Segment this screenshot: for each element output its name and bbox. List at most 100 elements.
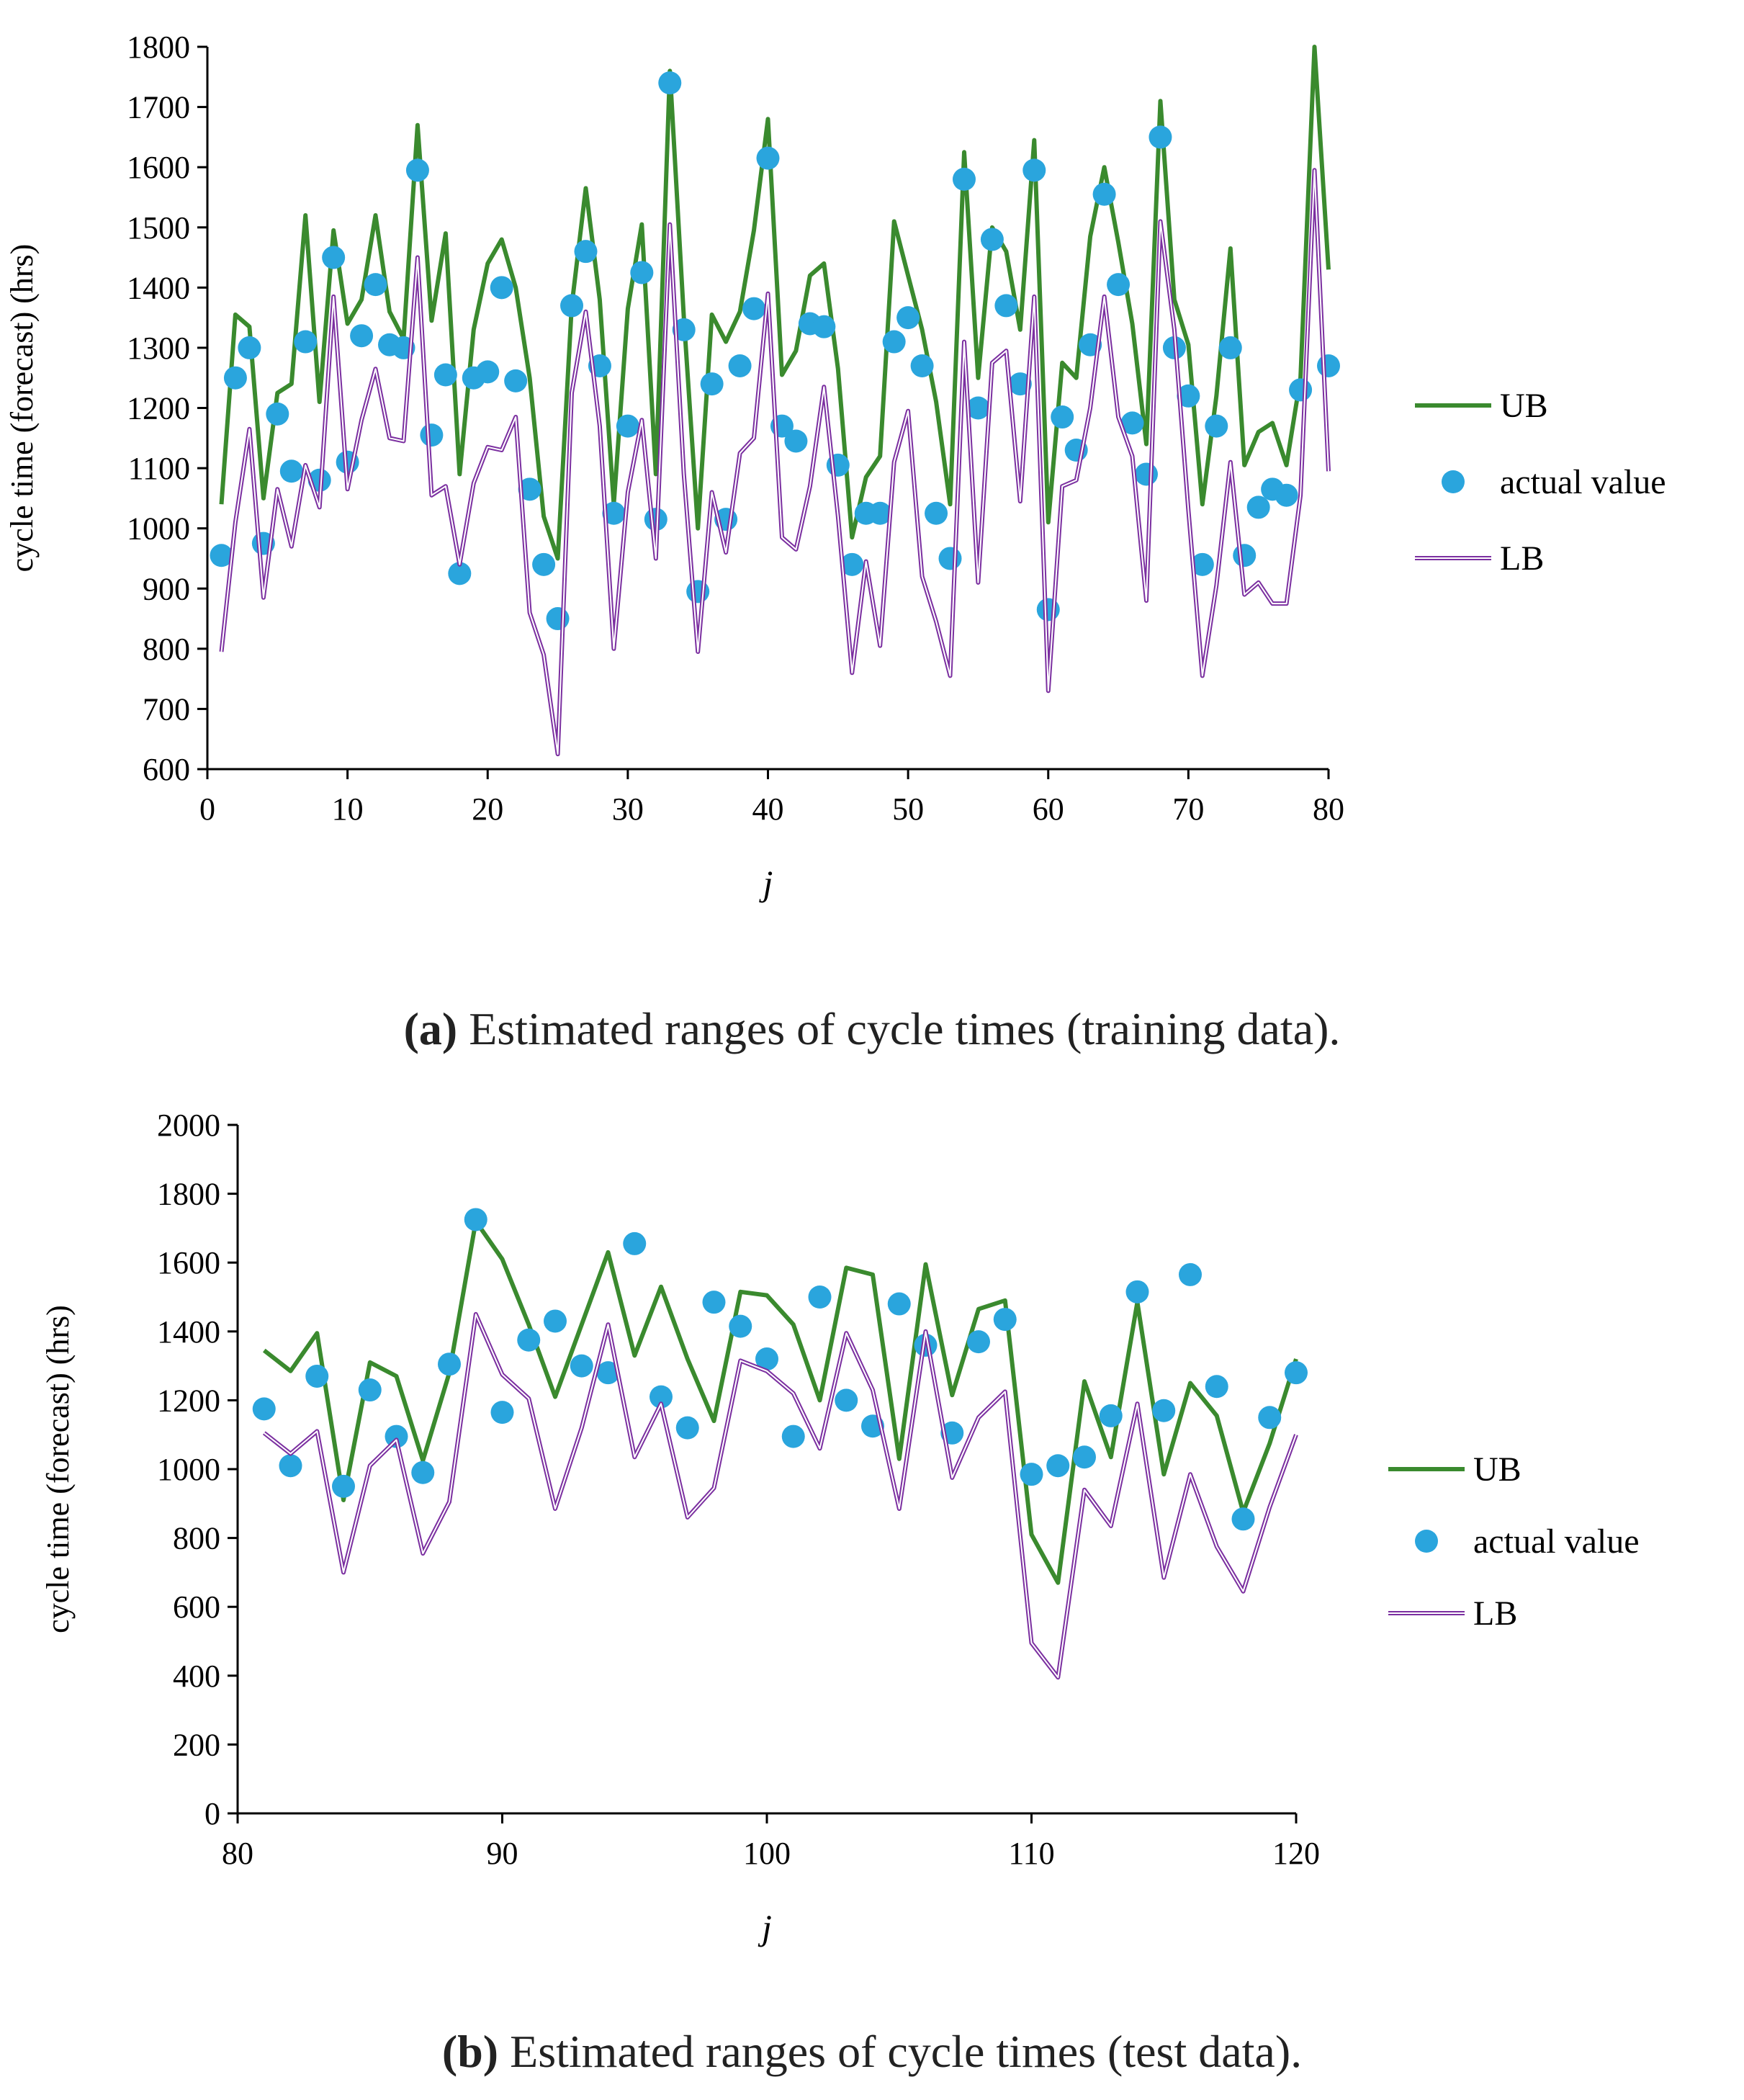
y-tick-label: 600 (173, 1589, 220, 1625)
x-tick-label: 70 (1172, 791, 1204, 827)
data-point-actual-value (980, 228, 1004, 251)
data-point-actual-value (1073, 1445, 1096, 1469)
x-axis-label: j (759, 863, 773, 903)
data-point-actual-value (993, 1308, 1017, 1332)
series-ub-line (262, 1219, 1298, 1585)
y-tick-label: 1400 (157, 1314, 220, 1350)
data-point-actual-value (756, 146, 780, 170)
data-point-actual-value (560, 294, 584, 318)
data-point-actual-value (518, 477, 541, 501)
data-point-actual-value (364, 273, 387, 297)
data-point-actual-value (1285, 1361, 1308, 1385)
y-tick-label: 2000 (157, 1108, 220, 1143)
y-tick-label: 0 (204, 1796, 220, 1831)
data-point-actual-value (966, 396, 990, 420)
data-point-actual-value (1099, 1404, 1123, 1427)
x-tick-label: 20 (472, 791, 503, 827)
y-axis-label: cycle time (forecast) (hrs) (4, 244, 40, 573)
data-point-actual-value (266, 402, 289, 426)
data-point-actual-value (1205, 1375, 1228, 1399)
caption-a-letter: (a) (403, 1003, 458, 1054)
y-axis-label: cycle time (forecast) (hrs) (40, 1305, 76, 1633)
data-point-actual-value (967, 1330, 990, 1354)
series-lb-line (219, 168, 1331, 757)
y-tick-label: 1600 (157, 1245, 220, 1280)
legend-lb-label: LB (1500, 539, 1544, 578)
data-point-actual-value (1020, 1463, 1043, 1486)
data-point-actual-value (504, 369, 528, 392)
x-tick-label: 10 (332, 791, 364, 827)
data-point-actual-value (411, 1460, 435, 1484)
y-tick-label: 1200 (127, 391, 190, 426)
data-point-actual-value (602, 501, 626, 525)
data-point-actual-value (868, 501, 892, 525)
data-point-actual-value (570, 1354, 593, 1378)
y-tick-label: 1100 (128, 451, 190, 486)
data-point-actual-value (385, 1424, 408, 1448)
data-point-actual-value (616, 414, 639, 438)
data-point-actual-value (784, 429, 808, 453)
data-point-actual-value (1317, 354, 1340, 377)
data-point-actual-value (1046, 1454, 1070, 1478)
x-tick-label: 0 (199, 791, 215, 827)
legend-ub-label: UB (1473, 1450, 1521, 1489)
series-lb-line (262, 1311, 1298, 1680)
x-tick-label: 60 (1033, 791, 1064, 827)
lb-inner-stroke (220, 169, 1329, 755)
data-point-actual-value (596, 1361, 620, 1385)
y-tick-label: 1600 (127, 150, 190, 185)
x-tick-label: 80 (1313, 791, 1344, 827)
y-tick-label: 400 (173, 1659, 220, 1694)
data-point-actual-value (1205, 414, 1228, 438)
x-tick-label: 120 (1272, 1836, 1320, 1871)
y-tick-label: 1000 (157, 1452, 220, 1487)
data-point-actual-value (332, 1474, 355, 1498)
y-tick-label: 600 (143, 752, 190, 787)
data-point-actual-value (223, 366, 247, 390)
data-point-actual-value (1246, 495, 1270, 519)
data-point-actual-value (350, 324, 374, 348)
data-point-actual-value (729, 1314, 752, 1338)
data-point-actual-value (808, 1285, 832, 1309)
data-point-actual-value (433, 363, 457, 387)
y-tick-label: 700 (143, 691, 190, 727)
data-point-actual-value (675, 1416, 699, 1440)
data-point-actual-value (1177, 384, 1200, 408)
caption-a-text: Estimated ranges of cycle times (trainin… (457, 1003, 1341, 1054)
data-point-actual-value (1275, 483, 1298, 507)
data-point-actual-value (438, 1352, 461, 1376)
data-point-actual-value (238, 336, 261, 359)
data-point-actual-value (1107, 273, 1131, 297)
chart-panel-a: 6007008009001000110012001300140015001600… (4, 30, 1666, 903)
x-tick-label: 90 (487, 1836, 518, 1871)
data-point-actual-value (1134, 462, 1158, 486)
y-tick-label: 1800 (127, 30, 190, 65)
data-point-actual-value (279, 459, 303, 483)
data-point-actual-value (252, 1397, 276, 1421)
caption-b-letter: (b) (441, 2026, 499, 2077)
data-point-actual-value (448, 562, 472, 585)
data-point-actual-value (882, 330, 906, 354)
data-point-actual-value (1289, 378, 1313, 402)
y-tick-label: 1000 (127, 511, 190, 547)
data-point-actual-value (1218, 336, 1242, 359)
data-point-actual-value (910, 354, 934, 377)
data-point-actual-value (532, 552, 556, 576)
data-point-actual-value (835, 1388, 858, 1412)
data-point-actual-value (702, 1291, 726, 1314)
data-point-actual-value (896, 306, 920, 330)
x-tick-label: 30 (612, 791, 644, 827)
data-point-actual-value (279, 1454, 302, 1478)
x-tick-label: 100 (743, 1836, 791, 1871)
x-axis-label: j (758, 1907, 772, 1947)
legend: UB actual value LB (1388, 1450, 1640, 1633)
y-tick-label: 1300 (127, 331, 190, 366)
data-point-actual-value (1152, 1399, 1176, 1422)
data-point-actual-value (952, 167, 976, 191)
series-ub-line (219, 45, 1331, 561)
y-tick-label: 1200 (157, 1383, 220, 1418)
data-point-actual-value (358, 1378, 382, 1402)
legend-actual-label: actual value (1500, 463, 1666, 501)
data-point-actual-value (1149, 125, 1172, 149)
y-tick-label: 900 (143, 571, 190, 606)
